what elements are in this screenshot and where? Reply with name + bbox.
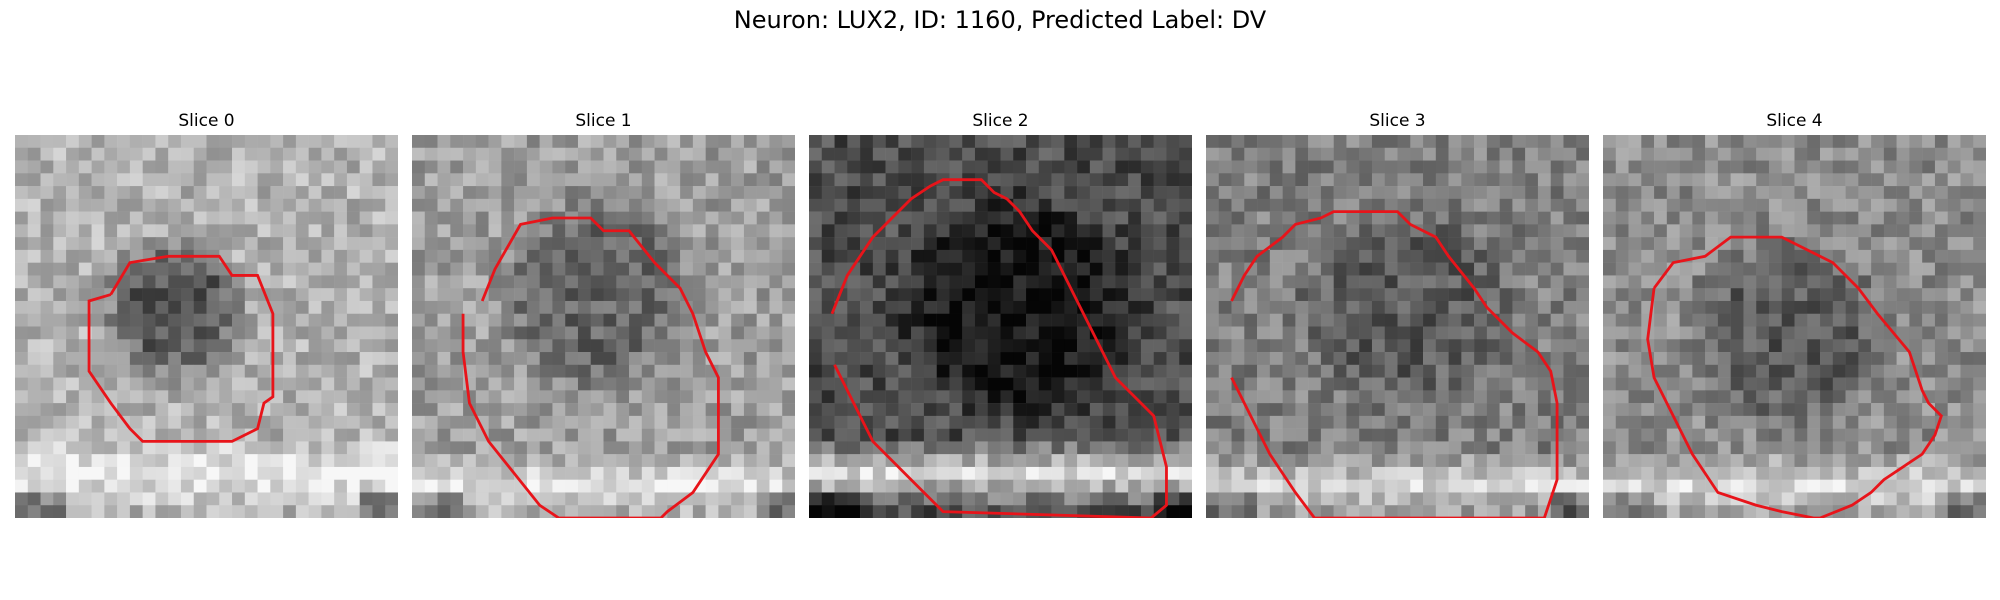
slice-image-3 <box>1206 135 1589 518</box>
cell-contour <box>461 216 720 518</box>
slice-pixels <box>1603 135 1986 518</box>
slice-title-4: Slice 4 <box>1766 111 1823 131</box>
slice-panel-4: Slice 4 <box>1603 108 1986 518</box>
cell-contour <box>1646 235 1943 518</box>
cell-contour <box>87 254 275 443</box>
figure-title: Neuron: LUX2, ID: 1160, Predicted Label:… <box>733 6 1267 34</box>
slice-image-0 <box>15 135 398 518</box>
slice-title-1: Slice 1 <box>575 111 632 131</box>
slice-image-4 <box>1603 135 1986 518</box>
slice-pixels <box>15 135 398 518</box>
slice-title-0: Slice 0 <box>178 111 235 131</box>
slice-panel-3: Slice 3 <box>1206 108 1589 518</box>
slice-pixels <box>809 135 1192 518</box>
cell-contour <box>1230 210 1559 518</box>
slice-title-2: Slice 2 <box>972 111 1029 131</box>
slice-pixels <box>412 135 795 518</box>
cell-contour <box>830 178 1168 518</box>
slice-panel-2: Slice 2 <box>809 108 1192 518</box>
slice-pixels <box>1206 135 1589 518</box>
slice-image-2 <box>809 135 1192 518</box>
slice-panel-0: Slice 0 <box>15 108 398 518</box>
slice-title-3: Slice 3 <box>1369 111 1426 131</box>
slice-panel-1: Slice 1 <box>412 108 795 518</box>
slice-image-1 <box>412 135 795 518</box>
